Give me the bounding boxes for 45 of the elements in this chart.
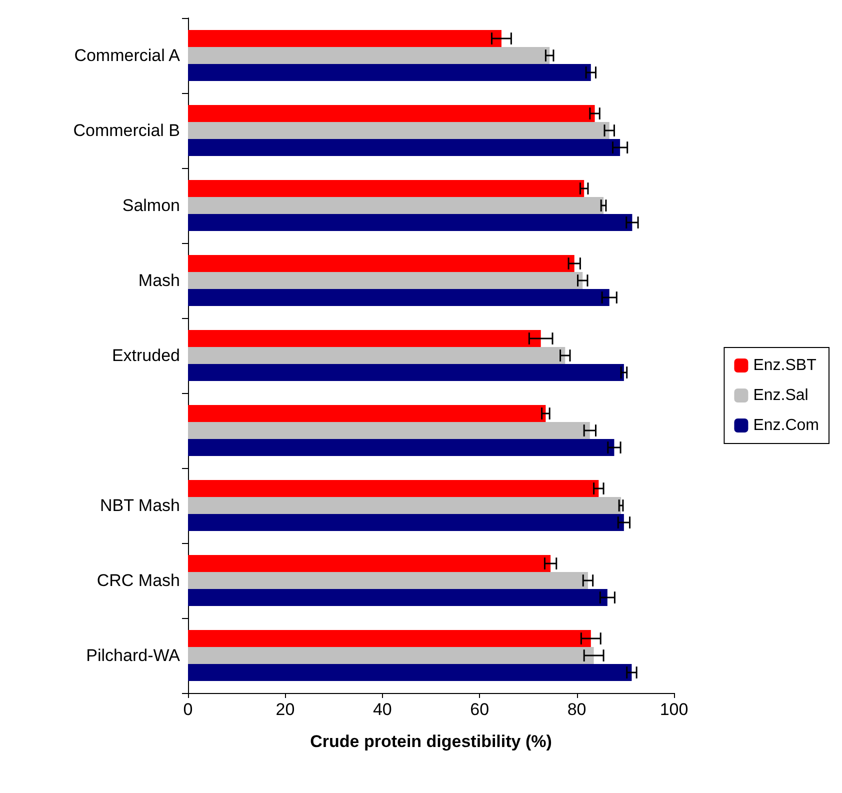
bar (188, 347, 566, 364)
bar (188, 214, 632, 231)
x-tick-label: 40 (372, 700, 392, 719)
bar (188, 272, 583, 289)
y-tick-label: Commercial B (73, 121, 180, 140)
x-tick-label: 20 (276, 700, 295, 719)
bar (188, 364, 624, 381)
x-tick-label: 100 (660, 700, 688, 719)
y-tick-label: Extruded (112, 346, 180, 365)
x-tick-label: 60 (470, 700, 490, 719)
legend-label: Enz.SBT (753, 357, 817, 374)
y-tick-label: CRC Mash (96, 571, 180, 590)
bar (188, 572, 588, 589)
bar (188, 647, 594, 664)
legend-label: Enz.Sal (753, 387, 808, 404)
x-axis-title: Crude protein digestibility (%) (310, 732, 552, 751)
bar (188, 514, 624, 531)
legend-label: Enz.Com (753, 417, 819, 434)
bar (188, 630, 591, 647)
x-tick-label: 0 (183, 700, 193, 719)
y-tick-label: Pilchard-WA (86, 646, 181, 665)
bar (188, 497, 622, 514)
y-tick-label: Commercial A (74, 46, 181, 65)
bar (188, 664, 632, 681)
bar (188, 47, 550, 64)
bar (188, 555, 551, 572)
bar (188, 289, 610, 306)
bar (188, 480, 599, 497)
bar (188, 589, 608, 606)
bar (188, 422, 590, 439)
bar (188, 30, 502, 47)
y-tick-label: NBT Mash (100, 496, 180, 515)
bar (188, 180, 584, 197)
bar (188, 197, 604, 214)
bar (188, 64, 591, 81)
y-tick-label: Mash (138, 271, 180, 290)
y-tick-label: Salmon (122, 196, 180, 215)
bar (188, 405, 546, 422)
x-tick-label: 80 (567, 700, 586, 719)
bar (188, 439, 614, 456)
bar (188, 255, 574, 272)
bar (188, 122, 610, 139)
bar (188, 139, 620, 156)
bar (188, 105, 595, 122)
bar (188, 330, 541, 347)
